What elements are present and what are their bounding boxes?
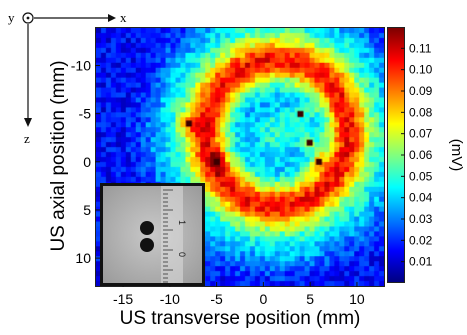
colorbar-label: (mV) (448, 139, 465, 172)
x-axis-label: US transverse position (mm) (120, 308, 361, 329)
x-axis-arrowhead-icon (108, 14, 116, 22)
x-axis-symbol: x (120, 10, 127, 25)
inset-background (103, 186, 202, 283)
inset-photo: 1 0 (100, 183, 205, 286)
y-tick-label: 5 (83, 202, 91, 218)
ruler-label-0: 0 (177, 252, 187, 257)
colorbar-tick-label: 0.05 (409, 169, 433, 183)
colorbar-tick-label: 0.07 (409, 127, 433, 141)
ruler-strip (161, 186, 183, 283)
colorbar-tick-label: 0.09 (409, 84, 433, 98)
y-axis-ticks: -10 -5 0 5 10 (71, 58, 100, 266)
colorbar-tick-label: 0.02 (409, 233, 433, 247)
ruler-label-1: 1 (177, 220, 187, 225)
y-tick-label: -5 (79, 106, 92, 122)
y-axis-symbol: y (8, 10, 15, 25)
x-tick-label: 5 (306, 291, 314, 307)
x-tick-label: -15 (113, 291, 133, 307)
colorbar-tick-label: 0.10 (409, 63, 433, 77)
sample-dot-top (140, 221, 154, 235)
inset-photo-image: 1 0 (103, 186, 202, 283)
x-tick-label: -5 (210, 291, 223, 307)
z-axis-arrowhead-icon (24, 118, 32, 127)
coordinate-axes: y x z (8, 10, 127, 146)
colorbar-tick-label: 0.08 (409, 105, 433, 119)
y-tick-label: -10 (71, 58, 91, 74)
colorbar-tick-label: 0.11 (409, 41, 432, 55)
colorbar-tick-label: 0.06 (409, 148, 433, 162)
y-tick-label: 0 (83, 154, 91, 170)
colorbar-tick-label: 0.03 (409, 212, 433, 226)
x-tick-label: -10 (160, 291, 180, 307)
ruler-ticks (163, 189, 173, 283)
x-tick-label: 10 (349, 291, 365, 307)
x-tick-label: 0 (259, 291, 267, 307)
y-tick-label: 10 (75, 250, 91, 266)
colorbar-tick-label: 0.04 (409, 191, 433, 205)
y-axis-out-of-plane-icon (22, 12, 34, 24)
z-axis-symbol: z (24, 131, 30, 146)
y-axis-label: US axial position (mm) (48, 60, 69, 251)
colorbar-tick-label: 0.01 (409, 255, 433, 269)
colorbar-ticks: 0.11 0.10 0.09 0.08 0.07 0.06 0.05 0.04 0.03 0.02… (401, 41, 433, 269)
x-axis-ticks: -15 -10 -5 0 5 10 (113, 282, 365, 307)
sample-dot-bottom (140, 238, 154, 252)
y-axis-dot-icon (26, 16, 30, 20)
